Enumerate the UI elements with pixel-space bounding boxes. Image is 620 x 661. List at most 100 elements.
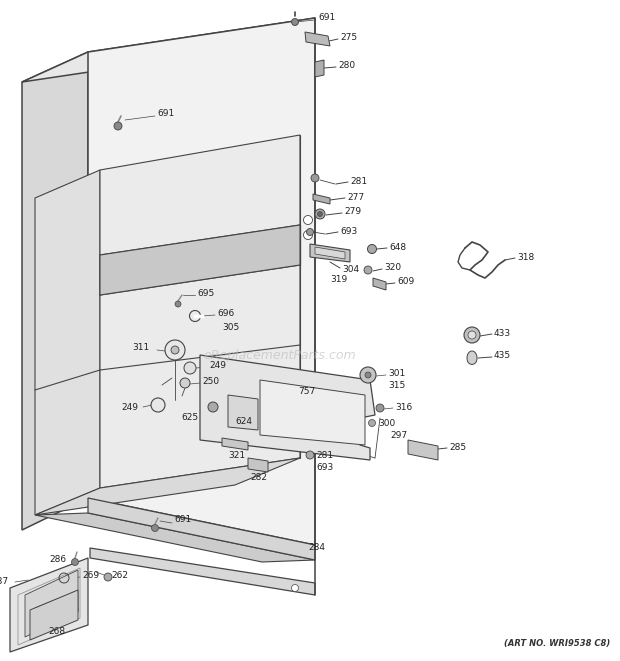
- Text: 287: 287: [0, 578, 8, 586]
- Polygon shape: [30, 590, 78, 640]
- Text: 282: 282: [250, 473, 267, 483]
- Text: 250: 250: [202, 377, 219, 387]
- Polygon shape: [260, 380, 365, 445]
- Circle shape: [368, 245, 376, 254]
- Polygon shape: [100, 225, 300, 295]
- Text: 435: 435: [494, 352, 511, 360]
- Polygon shape: [373, 278, 386, 290]
- Text: 318: 318: [517, 253, 534, 262]
- Text: 693: 693: [340, 227, 357, 235]
- Circle shape: [306, 229, 314, 235]
- Polygon shape: [315, 247, 345, 259]
- Circle shape: [315, 209, 325, 219]
- Text: 268: 268: [48, 627, 65, 637]
- Circle shape: [165, 340, 185, 360]
- Text: 321: 321: [228, 451, 245, 461]
- Text: 695: 695: [197, 290, 215, 299]
- Circle shape: [364, 266, 372, 274]
- Circle shape: [464, 327, 480, 343]
- Text: 300: 300: [378, 418, 396, 428]
- Circle shape: [304, 231, 312, 239]
- Text: 249: 249: [121, 403, 138, 412]
- Circle shape: [306, 451, 314, 459]
- Circle shape: [104, 573, 112, 581]
- Circle shape: [317, 212, 322, 217]
- Circle shape: [184, 362, 196, 374]
- Polygon shape: [10, 558, 88, 652]
- Text: 311: 311: [133, 344, 150, 352]
- Text: 316: 316: [395, 403, 412, 412]
- Polygon shape: [90, 548, 315, 595]
- Polygon shape: [22, 52, 88, 530]
- Text: 301: 301: [388, 369, 405, 379]
- Circle shape: [376, 404, 384, 412]
- Text: 277: 277: [347, 192, 364, 202]
- Polygon shape: [467, 351, 477, 364]
- Circle shape: [208, 402, 218, 412]
- Text: 305: 305: [222, 323, 239, 332]
- Polygon shape: [35, 592, 78, 628]
- Text: 609: 609: [397, 278, 414, 286]
- Circle shape: [365, 372, 371, 378]
- Circle shape: [468, 331, 476, 339]
- Circle shape: [175, 301, 181, 307]
- Text: 691: 691: [157, 108, 174, 118]
- Text: 693: 693: [316, 463, 334, 473]
- Polygon shape: [88, 18, 315, 545]
- Text: 320: 320: [384, 264, 401, 272]
- Text: 281: 281: [316, 451, 333, 459]
- Polygon shape: [88, 498, 315, 560]
- Text: 262: 262: [111, 572, 128, 580]
- Polygon shape: [408, 440, 438, 460]
- Polygon shape: [315, 60, 324, 77]
- Text: eReplacementParts.com: eReplacementParts.com: [204, 348, 356, 362]
- Text: 304: 304: [342, 266, 359, 274]
- Text: 284: 284: [308, 543, 325, 553]
- Circle shape: [291, 19, 298, 26]
- Polygon shape: [35, 513, 315, 562]
- Circle shape: [360, 367, 376, 383]
- Polygon shape: [310, 244, 350, 262]
- Text: 280: 280: [338, 61, 355, 71]
- Text: (ART NO. WRI9538 C8): (ART NO. WRI9538 C8): [503, 639, 610, 648]
- Text: 319: 319: [330, 274, 347, 284]
- Circle shape: [71, 559, 79, 566]
- Circle shape: [114, 122, 122, 130]
- Polygon shape: [35, 170, 100, 515]
- Text: 648: 648: [389, 243, 406, 251]
- Circle shape: [180, 378, 190, 388]
- Text: 691: 691: [174, 516, 191, 524]
- Text: 315: 315: [388, 381, 405, 391]
- Polygon shape: [25, 570, 78, 637]
- Circle shape: [368, 420, 376, 426]
- Circle shape: [291, 584, 298, 592]
- Text: 624: 624: [235, 418, 252, 426]
- Polygon shape: [22, 18, 315, 82]
- Polygon shape: [228, 395, 258, 430]
- Text: 275: 275: [340, 34, 357, 42]
- Text: 433: 433: [494, 329, 511, 338]
- Text: 281: 281: [350, 176, 367, 186]
- Text: 625: 625: [181, 414, 198, 422]
- Text: 249: 249: [209, 362, 226, 371]
- Polygon shape: [100, 135, 300, 488]
- Text: 757: 757: [298, 387, 315, 397]
- Circle shape: [311, 174, 319, 182]
- Polygon shape: [248, 458, 268, 472]
- Text: 286: 286: [49, 555, 66, 564]
- Circle shape: [304, 215, 312, 225]
- Polygon shape: [200, 355, 375, 460]
- Polygon shape: [35, 458, 300, 515]
- Text: 279: 279: [344, 208, 361, 217]
- Text: 297: 297: [390, 432, 407, 440]
- Text: 691: 691: [318, 13, 335, 22]
- Text: 696: 696: [217, 309, 234, 319]
- Circle shape: [171, 346, 179, 354]
- Polygon shape: [222, 438, 248, 450]
- Circle shape: [151, 398, 165, 412]
- Polygon shape: [305, 32, 330, 46]
- Polygon shape: [313, 194, 330, 204]
- Circle shape: [151, 524, 159, 531]
- Text: 285: 285: [449, 442, 466, 451]
- Text: 269: 269: [82, 572, 99, 580]
